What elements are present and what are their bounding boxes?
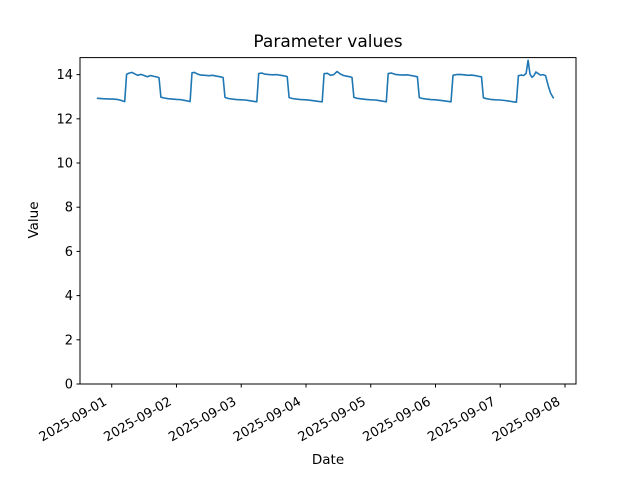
y-tick-label: 10 xyxy=(56,157,73,172)
x-tick-label: 2025-09-01 xyxy=(37,394,110,445)
x-axis-label: Date xyxy=(312,452,344,468)
y-axis-label: Value xyxy=(26,201,42,238)
data-line xyxy=(96,59,555,103)
y-tick-label: 2 xyxy=(65,333,73,348)
plot-area: 024681012142025-09-012025-09-022025-09-0… xyxy=(37,57,577,445)
y-tick-label: 6 xyxy=(65,245,73,260)
x-tick-label: 2025-09-05 xyxy=(296,394,369,445)
x-tick-label: 2025-09-03 xyxy=(166,394,239,445)
x-tick-label: 2025-09-04 xyxy=(231,394,304,445)
x-tick-label: 2025-09-08 xyxy=(490,394,563,445)
x-tick-label: 2025-09-07 xyxy=(425,394,498,445)
x-tick-label: 2025-09-06 xyxy=(361,394,434,445)
axes-frame xyxy=(79,57,577,385)
y-tick-label: 8 xyxy=(65,201,73,216)
y-tick-label: 4 xyxy=(65,289,73,304)
chart-title: Parameter values xyxy=(253,32,402,52)
y-tick-label: 14 xyxy=(56,68,73,83)
y-tick-label: 0 xyxy=(65,378,73,393)
y-tick-label: 12 xyxy=(56,112,73,127)
x-tick-label: 2025-09-02 xyxy=(102,394,175,445)
